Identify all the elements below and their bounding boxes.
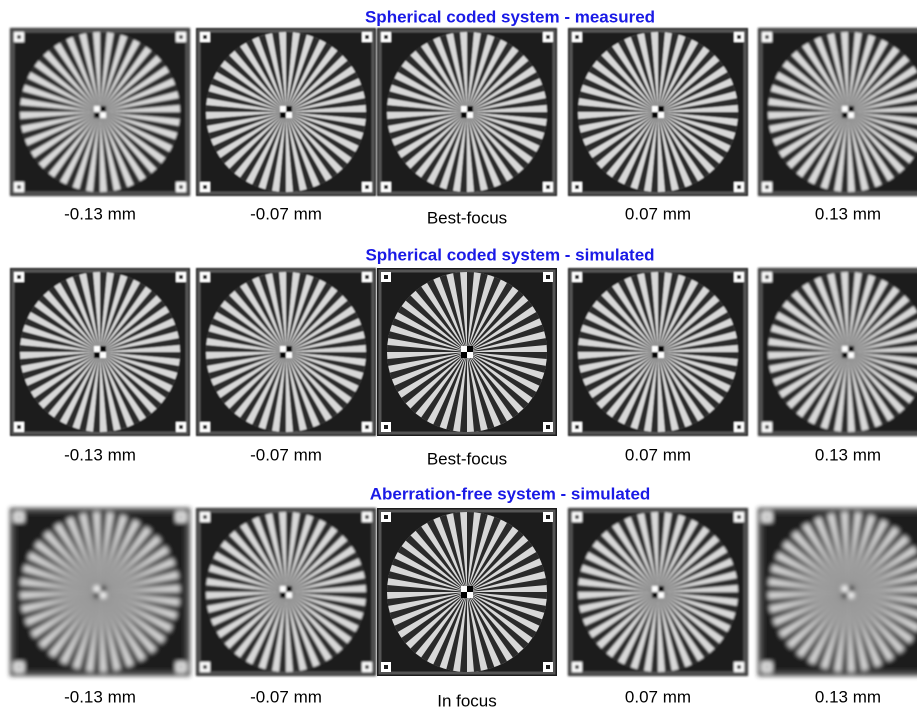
star-target-image — [10, 508, 190, 676]
image-label: Best-focus — [427, 208, 507, 227]
siemens-star — [758, 268, 917, 436]
image-label: 0.13 mm — [815, 687, 881, 706]
siemens-star — [758, 28, 917, 196]
page: Spherical coded system - measured -0.13 m… — [0, 0, 917, 715]
figure: Spherical coded system - measured -0.13 m… — [0, 0, 917, 715]
star-target-image — [377, 268, 557, 436]
star-target-image — [196, 268, 376, 436]
siemens-star — [196, 268, 376, 436]
image-label: -0.13 mm — [64, 204, 136, 223]
section-title: Spherical coded system - measured — [365, 7, 655, 26]
image-label: -0.13 mm — [64, 687, 136, 706]
siemens-star — [568, 268, 748, 436]
star-target-image — [377, 508, 557, 676]
star-target-image — [568, 268, 748, 436]
siemens-star — [10, 508, 190, 676]
siemens-star — [377, 508, 557, 676]
siemens-star — [568, 508, 748, 676]
image-label: Best-focus — [427, 449, 507, 468]
section-title: Aberration-free system - simulated — [370, 484, 651, 503]
siemens-star — [196, 508, 376, 676]
star-target-image — [377, 28, 557, 196]
image-label: -0.13 mm — [64, 445, 136, 464]
star-target-image — [196, 508, 376, 676]
star-target-image — [568, 508, 748, 676]
siemens-star — [568, 28, 748, 196]
star-target-image — [10, 28, 190, 196]
siemens-star — [377, 268, 557, 436]
star-target-image — [758, 28, 917, 196]
siemens-star — [196, 28, 376, 196]
image-label: In focus — [437, 691, 497, 710]
siemens-star — [10, 28, 190, 196]
star-target-image — [568, 28, 748, 196]
image-label: -0.07 mm — [250, 204, 322, 223]
image-label: 0.07 mm — [625, 687, 691, 706]
image-label: 0.07 mm — [625, 445, 691, 464]
image-label: -0.07 mm — [250, 687, 322, 706]
star-target-image — [196, 28, 376, 196]
siemens-star — [758, 508, 917, 676]
star-target-image — [758, 268, 917, 436]
star-target-image — [10, 268, 190, 436]
siemens-star — [10, 268, 190, 436]
image-label: 0.13 mm — [815, 204, 881, 223]
image-label: 0.13 mm — [815, 445, 881, 464]
image-label: 0.07 mm — [625, 204, 691, 223]
image-label: -0.07 mm — [250, 445, 322, 464]
siemens-star — [377, 28, 557, 196]
section-title: Spherical coded system - simulated — [365, 245, 654, 264]
star-target-image — [758, 508, 917, 676]
